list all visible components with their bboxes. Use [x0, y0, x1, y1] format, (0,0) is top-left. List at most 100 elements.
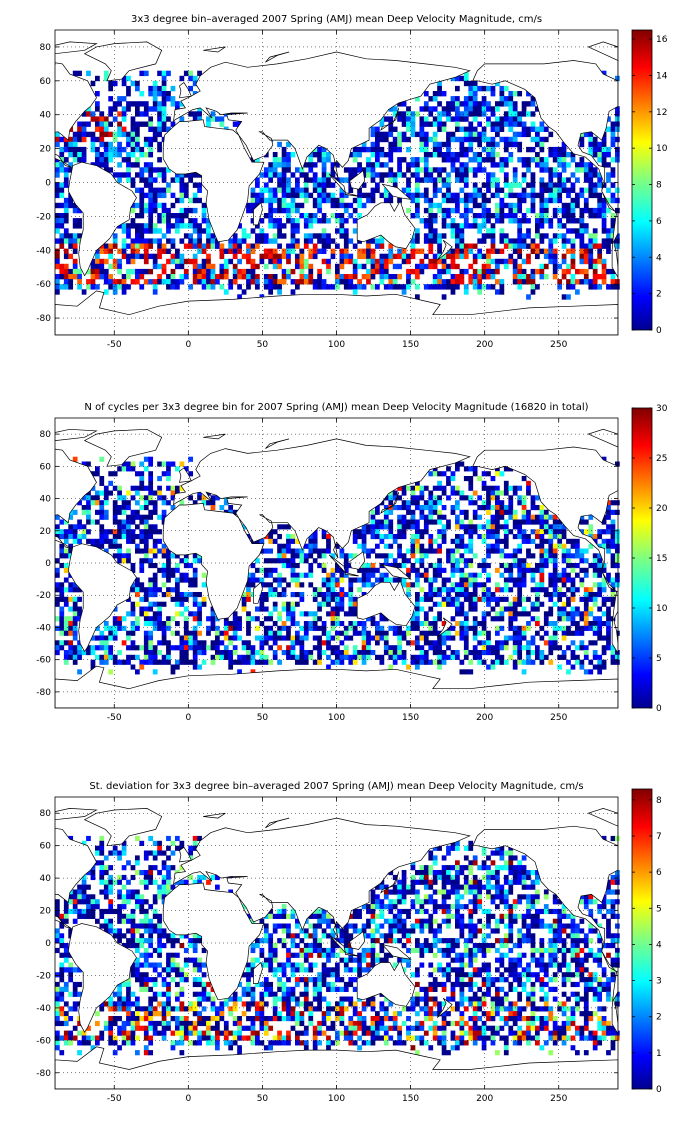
bin [521, 534, 527, 540]
bin [472, 218, 478, 224]
bin [352, 146, 358, 153]
bin [77, 616, 82, 622]
bin [530, 207, 536, 214]
bin [188, 207, 194, 214]
bin [561, 606, 567, 612]
bin [432, 519, 438, 525]
bin [441, 587, 447, 593]
bin [148, 529, 154, 535]
bin [241, 238, 247, 244]
bin [59, 596, 65, 602]
bin [441, 640, 447, 646]
bin [419, 167, 425, 173]
bin [135, 654, 140, 660]
bin [539, 650, 545, 656]
bin [281, 650, 287, 656]
bin [68, 274, 74, 280]
bin [352, 157, 358, 163]
bin [126, 157, 131, 163]
bin [526, 279, 531, 285]
bin [432, 202, 438, 209]
bin [206, 625, 211, 631]
bin [415, 485, 420, 491]
bin [237, 669, 242, 675]
bin [135, 131, 140, 138]
bin [463, 548, 469, 554]
bin [99, 645, 105, 651]
bin [143, 553, 149, 559]
bin [446, 548, 451, 554]
bin [615, 238, 620, 244]
bin [259, 606, 265, 612]
bin [521, 558, 527, 564]
bin [477, 279, 483, 285]
bin [388, 534, 394, 540]
bin [437, 243, 442, 249]
bin [437, 567, 442, 573]
bin [486, 529, 491, 535]
bin [72, 70, 78, 77]
bin [388, 645, 394, 651]
bin [112, 284, 118, 290]
bin [495, 534, 500, 540]
bin [126, 177, 131, 183]
bin [530, 126, 536, 132]
bin [348, 284, 354, 290]
bin [597, 274, 603, 280]
bin [526, 485, 531, 491]
bin [512, 650, 518, 656]
bin [77, 126, 82, 132]
bin [166, 207, 171, 214]
bin [286, 630, 291, 636]
bin [126, 141, 131, 148]
y-tick-label: 40 [40, 111, 52, 121]
bin [490, 529, 496, 535]
bin [441, 141, 447, 148]
bin [161, 635, 167, 641]
bin [210, 116, 216, 122]
bin [459, 167, 465, 173]
bin [521, 106, 527, 112]
bin [197, 263, 202, 270]
bin [197, 558, 202, 564]
bin [521, 238, 527, 244]
colorbar [631, 29, 653, 331]
bin [415, 606, 420, 612]
bin [517, 563, 523, 569]
bin [312, 534, 318, 540]
bin [575, 606, 580, 612]
bin [397, 625, 402, 631]
bin [415, 635, 420, 641]
bin [601, 228, 607, 234]
bin [68, 243, 74, 249]
x-tick-label: 50 [257, 713, 269, 723]
bin [148, 495, 154, 501]
bin [170, 258, 176, 265]
bin [277, 289, 282, 295]
bin [335, 630, 340, 636]
bin [423, 233, 429, 239]
bin [561, 572, 567, 578]
bin [63, 248, 69, 254]
bin [290, 654, 296, 660]
bin [103, 152, 109, 158]
bin [499, 587, 505, 593]
bin [415, 577, 420, 583]
bin [432, 218, 438, 224]
bin [592, 207, 598, 214]
bin [423, 238, 429, 244]
bin [77, 121, 82, 127]
bin [423, 659, 429, 665]
bin [543, 538, 549, 544]
bin [610, 534, 616, 540]
bin [419, 263, 425, 270]
bin [570, 218, 576, 224]
bin [268, 223, 274, 229]
bin [370, 509, 376, 515]
bin [312, 592, 318, 598]
bin [561, 635, 567, 641]
bin [406, 519, 411, 525]
bin [152, 289, 158, 295]
bin [446, 207, 451, 214]
bin [246, 577, 251, 583]
